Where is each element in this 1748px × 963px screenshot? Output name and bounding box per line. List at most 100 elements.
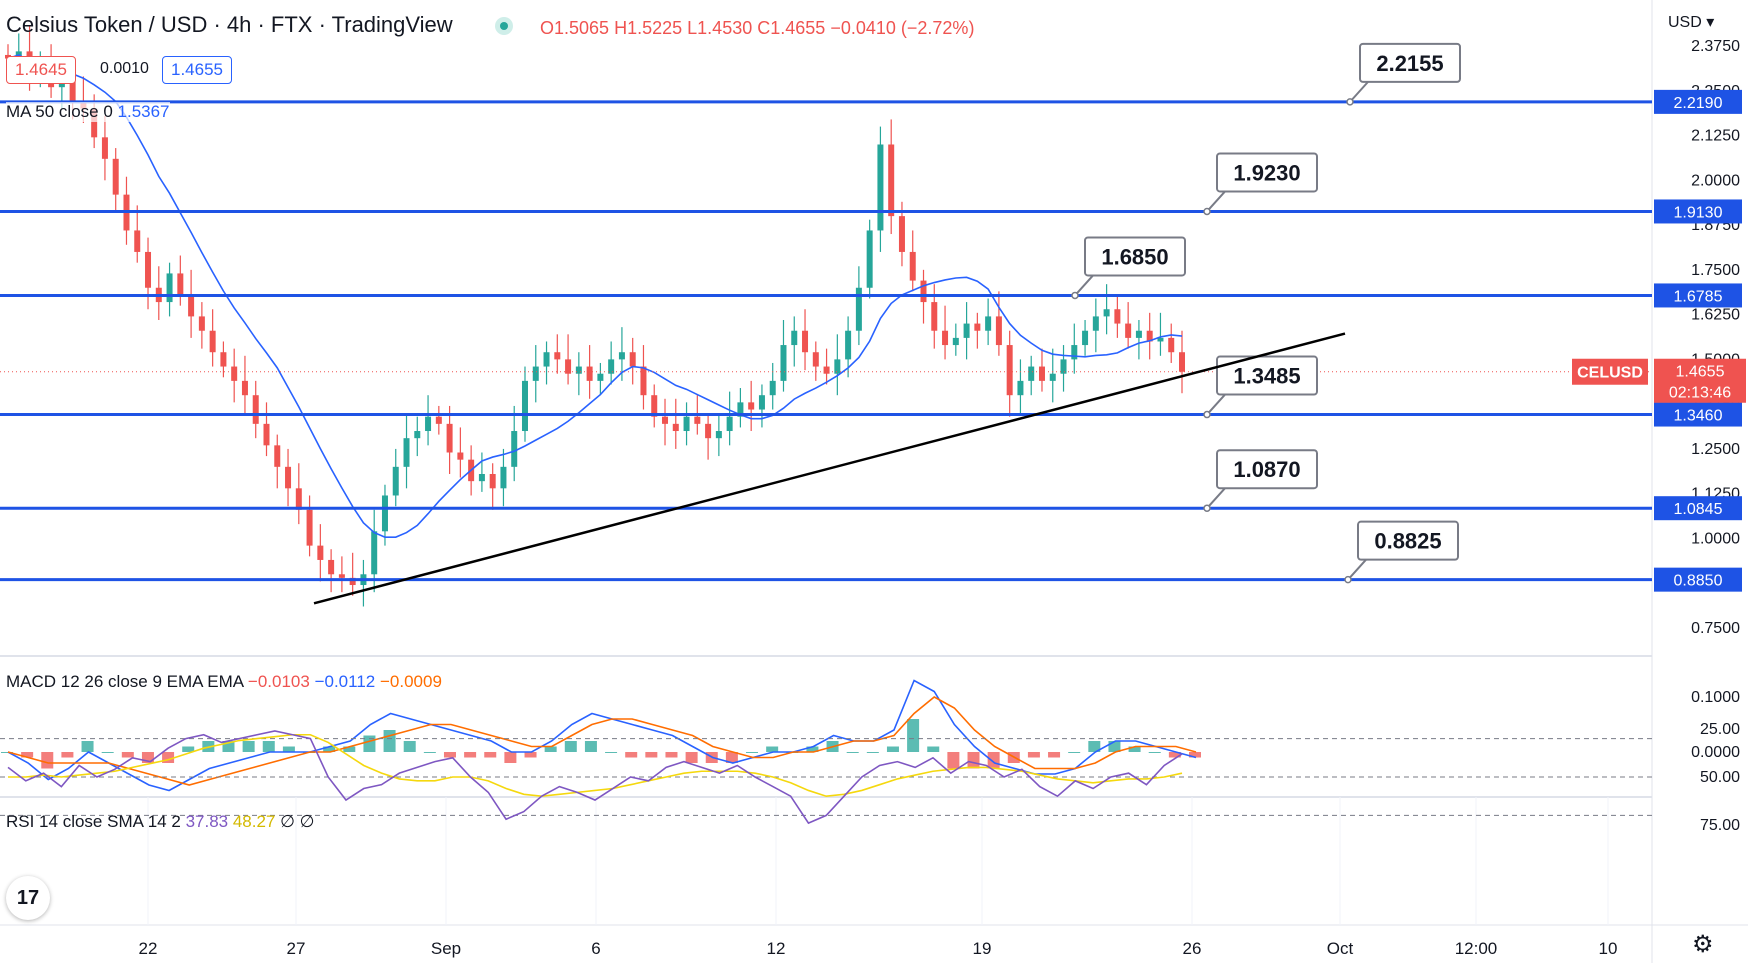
candle	[737, 388, 744, 428]
buy-price-button[interactable]: 1.4655	[162, 56, 232, 84]
macd-histogram-bar	[242, 741, 255, 752]
candle	[769, 362, 776, 410]
ma50-line	[7, 54, 1183, 538]
countdown-label: 02:13:46	[1669, 385, 1731, 402]
price-tick-label: 1.0000	[1691, 530, 1740, 547]
candle-body	[112, 158, 119, 195]
candle-body	[640, 366, 647, 396]
candle-body	[349, 577, 356, 586]
candle-body	[306, 509, 313, 546]
currency-selector[interactable]: USD ▾	[1668, 12, 1714, 32]
time-tick-label: 10	[1599, 939, 1618, 958]
level-axis-label: 1.0845	[1674, 501, 1723, 518]
candle-body	[209, 330, 216, 353]
rsi-tick-label: 50.00	[1700, 769, 1740, 786]
candle	[478, 452, 485, 492]
candle	[1135, 319, 1142, 360]
macd-histogram-bar	[605, 752, 618, 753]
candle	[112, 148, 119, 213]
candle-body	[1146, 330, 1153, 342]
tradingview-logo[interactable]: 17	[6, 876, 50, 920]
ma-label: MA 50 close 0	[6, 102, 113, 121]
candle-body	[134, 230, 141, 252]
candle-body	[220, 352, 227, 367]
rsi-legend[interactable]: RSI 14 close SMA 14 2 37.83 48.27 ∅ ∅	[6, 812, 314, 832]
candle	[1006, 330, 1013, 417]
candle-body	[920, 280, 927, 303]
candle	[952, 323, 959, 356]
candle	[381, 484, 388, 546]
candle	[780, 319, 787, 392]
candle-body	[285, 466, 292, 489]
symbol-label: CELUSD	[1577, 365, 1643, 382]
chevron-down-icon: ▾	[1706, 14, 1715, 31]
macd-histogram-bar	[121, 752, 134, 758]
candle-body	[812, 352, 819, 367]
support-trendline	[313, 332, 1346, 605]
price-tick-label: 2.1250	[1691, 128, 1740, 145]
level-axis-label: 1.9130	[1674, 204, 1723, 221]
sell-price-button[interactable]: 1.4645	[6, 56, 76, 84]
settings-gear-icon[interactable]: ⚙	[1692, 931, 1714, 958]
macd-histogram-bar	[1128, 746, 1141, 752]
macd-histogram-bar	[746, 752, 759, 753]
candle-body	[274, 445, 281, 467]
macd-histogram-bar	[806, 746, 819, 752]
candle-body	[328, 559, 335, 575]
candle-body	[1060, 359, 1067, 374]
macd-histogram-bar	[907, 719, 920, 752]
macd-signal-line	[7, 696, 1197, 786]
macd-histogram-bar	[383, 730, 396, 752]
macd-histogram-bar	[564, 741, 577, 752]
macd-histogram-bar	[182, 746, 195, 752]
candle-body	[145, 251, 152, 288]
candle-body	[791, 330, 798, 346]
candle	[931, 284, 938, 349]
candle-body	[198, 316, 205, 331]
candle-body	[177, 273, 184, 295]
macd-histogram-bar	[967, 752, 980, 769]
macd-histogram-bar	[685, 752, 698, 763]
rsi-tick-label: 75.00	[1700, 817, 1740, 834]
time-tick-label: 19	[973, 939, 992, 958]
callout-anchor	[1071, 291, 1079, 300]
candle	[715, 413, 722, 457]
callout-anchor	[1346, 98, 1354, 106]
macd-histogram-bar	[363, 735, 376, 752]
candle	[500, 448, 507, 507]
level-callout-box	[1216, 449, 1318, 490]
candle-body	[834, 359, 841, 374]
candle	[1179, 330, 1185, 394]
macd-histogram-bar	[81, 741, 94, 752]
ohlc-close: C1.4655	[757, 18, 826, 38]
chart-title: Celsius Token / USD · 4h · FTX · Trading…	[6, 12, 453, 37]
time-tick-label: Oct	[1327, 939, 1354, 958]
candle	[823, 348, 830, 385]
candle	[155, 266, 162, 320]
candle-body	[521, 380, 528, 432]
ma-legend[interactable]: MA 50 close 0 1.5367	[6, 102, 170, 122]
candle-body	[500, 466, 507, 489]
callout-pointer	[1349, 81, 1369, 103]
macd-histogram-bar	[866, 752, 879, 753]
macd-label: MACD 12 26 close 9 EMA EMA	[6, 672, 244, 691]
candle-body	[1114, 309, 1121, 324]
candle-body	[1028, 366, 1035, 381]
macd-legend[interactable]: MACD 12 26 close 9 EMA EMA −0.0103 −0.01…	[6, 672, 442, 692]
candle-body	[737, 402, 744, 417]
spread-value: 0.0010	[100, 60, 149, 77]
price-tick-label: 0.7500	[1691, 620, 1740, 637]
candle	[177, 255, 184, 306]
level-callout-label: 0.8825	[1374, 529, 1441, 554]
candle-body	[1071, 345, 1078, 360]
candle-body	[877, 144, 884, 231]
macd-line	[7, 679, 1197, 792]
candle	[608, 341, 615, 385]
rsi-sma-line	[8, 733, 1183, 798]
price-tick-label: 1.2500	[1691, 441, 1740, 458]
candle-body	[457, 452, 464, 460]
candle-body	[769, 380, 776, 396]
macd-histogram-bar	[1108, 741, 1121, 752]
candle	[554, 334, 561, 374]
